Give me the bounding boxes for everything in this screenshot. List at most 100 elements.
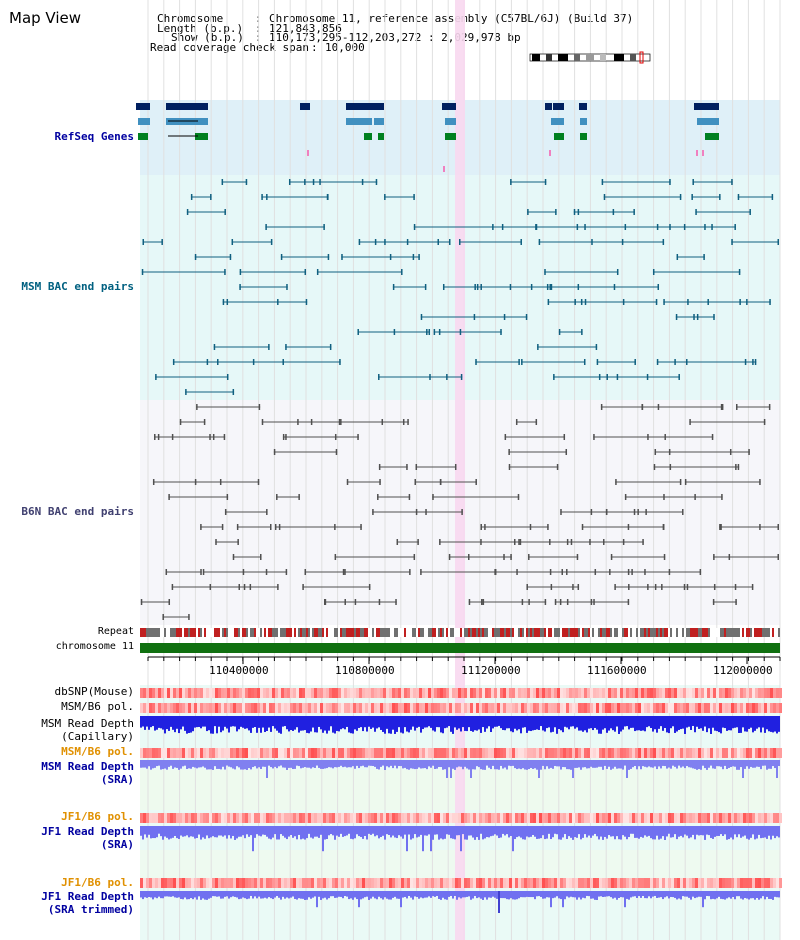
msm-depth-sra-bar bbox=[490, 760, 492, 770]
jf1-depth-bar bbox=[218, 826, 220, 836]
jf1-b6-pol-trim-cell bbox=[182, 878, 185, 888]
jf1-trim-bar bbox=[180, 891, 182, 899]
jf1-depth-bar bbox=[752, 826, 754, 835]
msm-depth-capillary-bar bbox=[746, 716, 748, 732]
repeat-mark bbox=[718, 628, 720, 637]
msm-depth-sra-bar bbox=[758, 760, 760, 767]
msm-b6-pol-sra-cell bbox=[587, 748, 590, 758]
msm-depth-capillary-bar bbox=[590, 716, 592, 729]
jf1-depth-bar bbox=[644, 826, 646, 836]
msm-depth-capillary-bar bbox=[186, 716, 188, 734]
jf1-trim-bar bbox=[492, 891, 494, 897]
jf1-depth-sub: (SRA) bbox=[100, 838, 134, 851]
msm-depth-sra-bar bbox=[184, 760, 186, 766]
dbsnp-cell bbox=[353, 688, 356, 698]
jf1-depth-bar bbox=[498, 826, 500, 839]
msm-depth-capillary-bar bbox=[646, 716, 648, 728]
msm-depth-sra-bar bbox=[374, 760, 376, 767]
jf1-trim-bar bbox=[548, 891, 550, 898]
jf1-b6-pol-cell bbox=[770, 813, 773, 823]
jf1-trim-bar bbox=[398, 891, 400, 899]
msm-b6-pol-sra-cell bbox=[350, 748, 353, 758]
jf1-trim-bar bbox=[268, 891, 270, 898]
msm-depth-sra-bar bbox=[530, 760, 532, 768]
b6n-bac-pair-end bbox=[768, 404, 771, 410]
jf1-trim-bar bbox=[714, 891, 716, 900]
repeat-mark bbox=[228, 628, 230, 637]
jf1-depth-bar bbox=[176, 826, 178, 839]
msm-depth-capillary-bar bbox=[672, 716, 674, 727]
jf1-depth-bar bbox=[400, 826, 402, 837]
jf1-depth-bar bbox=[202, 826, 204, 838]
jf1-trim-bar bbox=[212, 891, 214, 897]
msm-b6-pol-sra-cell bbox=[200, 748, 203, 758]
repeat-mark bbox=[708, 628, 710, 637]
msm-bac-pair-end bbox=[339, 359, 341, 365]
jf1-b6-pol-cell bbox=[590, 813, 593, 823]
msm-depth-sra-bar bbox=[382, 760, 384, 766]
repeat-mark bbox=[710, 628, 712, 637]
b6n-bac-pair-end bbox=[549, 569, 552, 575]
repeat-mark bbox=[522, 628, 524, 637]
msm-b6-pol-sra-cell bbox=[155, 748, 158, 758]
jf1-trim-bar bbox=[694, 891, 696, 899]
repeat-mark bbox=[550, 628, 552, 637]
repeat-mark bbox=[598, 628, 600, 637]
jf1-b6-pol-trim-cell bbox=[338, 878, 341, 888]
msm-depth-sra-bar bbox=[666, 760, 668, 769]
msm-b6-pol-cell bbox=[536, 703, 539, 713]
jf1-trim-bar bbox=[628, 891, 630, 900]
msm-depth-sra-bar bbox=[676, 760, 678, 769]
msm-depth-capillary-bar bbox=[624, 716, 626, 727]
jf1-trim-bar bbox=[704, 891, 706, 900]
dbsnp-cell bbox=[416, 688, 419, 698]
repeat-mark bbox=[580, 628, 582, 637]
msm-depth-capillary-bar bbox=[366, 716, 368, 732]
jf1-b6-pol-trim-cell bbox=[227, 878, 230, 888]
msm-depth-sra-bar bbox=[538, 760, 540, 778]
b6n-bac-pair-end bbox=[547, 524, 549, 530]
repeat-mark bbox=[318, 628, 320, 637]
jf1-b6-pol-cell bbox=[170, 813, 173, 823]
msm-depth-sra-bar bbox=[384, 760, 386, 770]
jf1-b6-pol-cell bbox=[617, 813, 620, 823]
jf1-depth-bar bbox=[522, 826, 524, 840]
msm-b6-pol-sra-cell bbox=[254, 748, 257, 758]
jf1-b6-pol-trim-cell bbox=[443, 878, 446, 888]
jf1-trim-bar bbox=[234, 891, 236, 897]
jf1-b6-pol-trim-cell bbox=[476, 878, 479, 888]
msm-depth-sra-bar bbox=[658, 760, 660, 767]
jf1-trim-label: JF1 Read Depth bbox=[41, 890, 134, 903]
msm-depth-capillary-bar bbox=[450, 716, 452, 732]
jf1-b6-pol-cell bbox=[161, 813, 164, 823]
msm-depth-capillary-bar bbox=[356, 716, 358, 731]
jf1-trim-bar bbox=[186, 891, 188, 900]
repeat-mark bbox=[280, 628, 282, 637]
dbsnp-cell bbox=[743, 688, 746, 698]
msm-b6-pol-cell bbox=[326, 703, 329, 713]
jf1-b6-pol-trim-cell bbox=[512, 878, 515, 888]
b6n-bac-pair-end bbox=[713, 554, 715, 560]
msm-b6-pol-sra-cell bbox=[428, 748, 431, 758]
jf1-trim-bar bbox=[146, 891, 148, 898]
jf1-depth-bar bbox=[222, 826, 224, 837]
jf1-b6-pol-trim-cell bbox=[254, 878, 257, 888]
jf1-trim-bar bbox=[408, 891, 410, 896]
jf1-trim-bar bbox=[200, 891, 202, 900]
dbsnp-cell bbox=[530, 688, 533, 698]
msm-depth-capillary-bar bbox=[720, 716, 722, 734]
msm-depth-sra-bar bbox=[746, 760, 748, 767]
jf1-b6-pol-cell bbox=[728, 813, 731, 823]
msm-depth-sra-bar bbox=[402, 760, 404, 769]
jf1-depth-bar bbox=[770, 826, 772, 840]
msm-depth-capillary-bar bbox=[208, 716, 210, 731]
msm-bac-pair-end bbox=[520, 239, 522, 245]
jf1-b6-pol-trim-cell bbox=[395, 878, 398, 888]
b6n-bac-pair-end bbox=[168, 599, 171, 605]
jf1-trim-bar bbox=[592, 891, 594, 899]
msm-depth-sra-bar bbox=[442, 760, 444, 770]
dbsnp-cell bbox=[332, 688, 335, 698]
msm-bac-pair-end bbox=[558, 329, 561, 335]
jf1-depth-bar bbox=[696, 826, 698, 835]
